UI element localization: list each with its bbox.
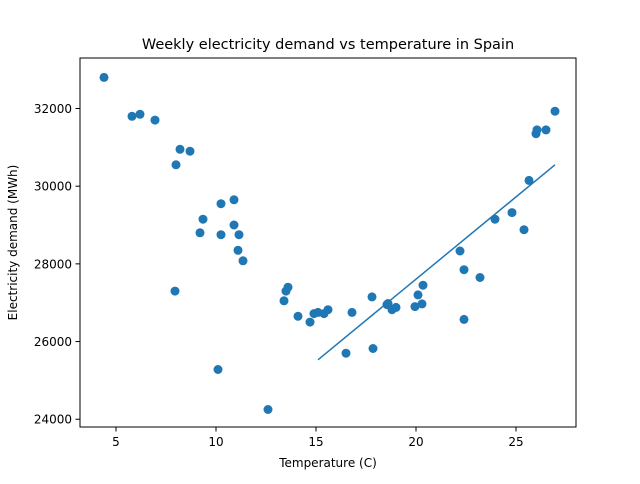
x-tick-label: 10	[208, 435, 223, 449]
data-point	[216, 230, 226, 240]
data-point	[175, 144, 185, 154]
data-point	[507, 208, 517, 218]
y-tick-label: 30000	[34, 180, 72, 194]
data-point	[99, 72, 109, 82]
fit-line	[317, 164, 556, 361]
x-tick-label: 20	[408, 435, 423, 449]
data-point	[347, 307, 357, 317]
x-tick-label: 25	[508, 435, 523, 449]
data-point	[368, 344, 378, 353]
y-tick-label: 26000	[34, 335, 72, 349]
data-point	[238, 256, 248, 266]
y-axis-ticks: 24000 26000 28000 30000 32000	[34, 102, 80, 427]
data-point	[541, 125, 551, 135]
data-point	[524, 175, 534, 185]
data-point	[229, 220, 239, 230]
data-point	[170, 286, 180, 296]
data-point	[216, 199, 226, 209]
y-tick-label: 32000	[34, 102, 72, 116]
data-point	[233, 245, 243, 255]
fit-line-group	[317, 164, 556, 361]
data-point	[475, 273, 485, 282]
data-point	[410, 302, 420, 312]
data-point	[171, 160, 181, 170]
data-point	[550, 106, 560, 116]
data-point	[459, 314, 469, 324]
data-point	[279, 296, 289, 306]
data-point	[135, 109, 145, 119]
data-point	[417, 299, 427, 309]
x-axis-label: Temperature (C)	[278, 456, 377, 470]
data-point	[413, 290, 423, 300]
data-point	[195, 228, 205, 238]
data-point	[293, 311, 303, 321]
data-point	[305, 317, 315, 327]
data-point	[185, 146, 195, 156]
data-point	[418, 280, 428, 290]
data-point	[323, 305, 333, 315]
data-point	[234, 230, 244, 240]
y-tick-label: 28000	[34, 257, 72, 271]
data-point	[127, 111, 137, 121]
data-point	[391, 302, 401, 312]
data-point	[367, 292, 377, 302]
data-point	[283, 282, 293, 292]
data-point	[198, 214, 208, 224]
data-point	[519, 225, 529, 235]
y-tick-label: 24000	[34, 413, 72, 427]
x-tick-label: 5	[112, 435, 120, 449]
data-point	[341, 348, 351, 358]
x-axis-ticks: 5 10 15 20 25	[112, 427, 524, 449]
data-point	[532, 125, 542, 135]
x-tick-label: 15	[308, 435, 323, 449]
data-point	[229, 195, 239, 205]
data-point	[459, 265, 469, 275]
data-point	[455, 246, 465, 256]
data-point	[150, 115, 160, 125]
data-points-group	[99, 72, 560, 414]
chart-title: Weekly electricity demand vs temperature…	[142, 37, 514, 53]
plot-frame	[79, 57, 577, 428]
y-axis-label: Electricity demand (MWh)	[6, 165, 20, 321]
data-point	[213, 365, 223, 374]
data-point	[263, 405, 273, 414]
